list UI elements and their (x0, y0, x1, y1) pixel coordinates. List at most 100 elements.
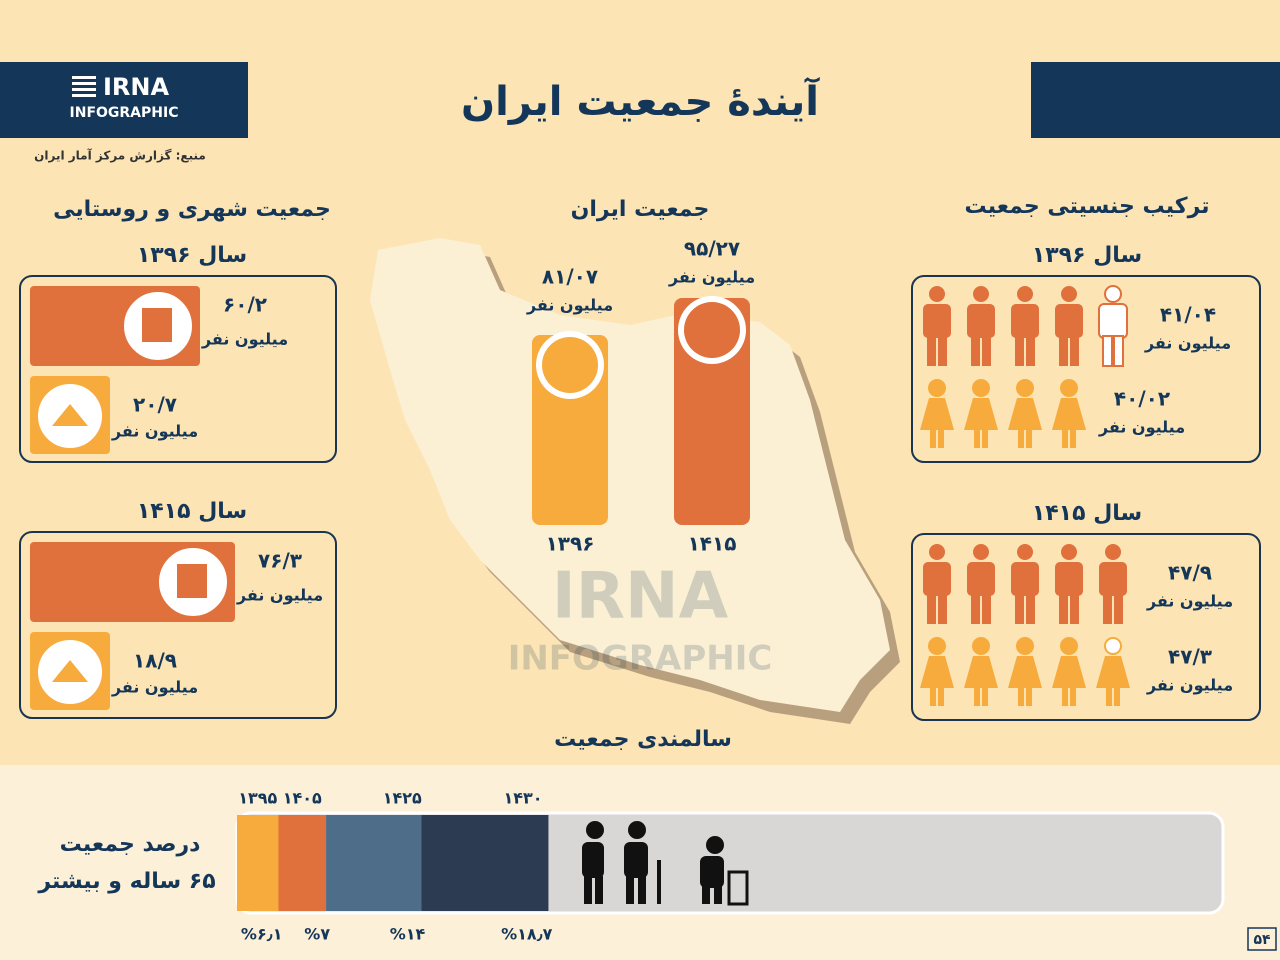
logo-bars (72, 76, 96, 97)
people-icon (542, 337, 598, 393)
box (19, 531, 337, 719)
icon-head (1061, 286, 1077, 302)
year-label: ۱۴۳۰ (503, 789, 542, 808)
female-icon (1052, 637, 1086, 706)
male-icon (1098, 285, 1128, 367)
icon-leg (1026, 594, 1035, 624)
icon-head (928, 379, 946, 397)
icon-leg (1018, 688, 1024, 706)
icon-leg (1026, 336, 1035, 366)
icon-head (972, 379, 990, 397)
icon-leg (930, 430, 936, 448)
value-label: %۱۸٫۷ (501, 925, 553, 944)
male-icon (1055, 544, 1083, 624)
value-label: %۶٫۱ (241, 925, 283, 944)
icon-head (973, 286, 989, 302)
icon-dress (1052, 398, 1086, 430)
axis-label: ۶۵ ساله و بیشتر (37, 869, 215, 894)
icon-dress (964, 656, 998, 688)
icon-leg (938, 594, 947, 624)
icon-leg (1070, 688, 1076, 706)
axis-label: درصد جمعیت (60, 832, 201, 857)
icon-head (1060, 379, 1078, 397)
icon-leg (927, 336, 936, 366)
unit: میلیون نفر (236, 586, 323, 605)
male-icon (967, 286, 995, 366)
icon-head (929, 544, 945, 560)
male-value: ۴۱/۰۴ (1160, 303, 1216, 327)
female-icon (1096, 637, 1130, 706)
female-icon (920, 379, 954, 448)
icon-leg (1062, 688, 1068, 706)
icon-leg (982, 688, 988, 706)
icon-head (1060, 637, 1078, 655)
aging-segment (237, 815, 279, 911)
icon-head (1017, 286, 1033, 302)
elderly-icons (582, 821, 749, 906)
unit: میلیون نفر (668, 268, 755, 287)
year-label: ۱۴۰۵ (283, 789, 322, 808)
year-label: سال ۱۳۹۶ (137, 243, 247, 268)
icon-body (1055, 562, 1083, 596)
icon-dress (1052, 656, 1086, 688)
watermark-top: IRNA (552, 560, 729, 634)
year-label: ۱۳۹۵ (238, 789, 277, 808)
icon-head (973, 544, 989, 560)
unit: میلیون نفر (1098, 418, 1185, 437)
value-label: %۷ (304, 925, 330, 944)
logo-top: IRNA (103, 73, 169, 101)
female-icon (964, 379, 998, 448)
icon-body (967, 304, 995, 338)
icon-body (1098, 303, 1128, 339)
watermark-bottom: INFOGRAPHIC (508, 639, 773, 679)
icon-leg (1059, 336, 1068, 366)
female-icon (1008, 379, 1042, 448)
unit: میلیون نفر (526, 296, 613, 315)
icon-leg (927, 594, 936, 624)
section-title: جمعیت ایران (571, 197, 710, 222)
male-icon (1099, 544, 1127, 624)
aging-segment (421, 815, 549, 911)
icon-leg (938, 688, 944, 706)
icon-leg (971, 594, 980, 624)
urban-value: ۶۰/۲ (223, 293, 267, 317)
icon-leg (1070, 430, 1076, 448)
icon-body (1099, 562, 1127, 596)
icon-dress (920, 656, 954, 688)
icon-head (1105, 544, 1121, 560)
icon-head (1016, 637, 1034, 655)
city-icon-building (142, 308, 172, 342)
icon-leg (1114, 688, 1120, 706)
section-title: سالمندی جمعیت (554, 727, 732, 752)
unit: میلیون نفر (111, 678, 198, 697)
male-icon (1011, 544, 1039, 624)
section-title: جمعیت شهری و روستایی (53, 197, 331, 222)
village-icon-house (52, 404, 88, 426)
male-icon (967, 544, 995, 624)
header-box (1031, 62, 1280, 138)
icon-head (1017, 544, 1033, 560)
female-icon (1008, 637, 1042, 706)
rural-value: ۲۰/۷ (133, 393, 177, 417)
people-icon (684, 302, 740, 358)
logo-bottom: INFOGRAPHIC (70, 105, 179, 121)
icon-leg (982, 336, 991, 366)
icon-leg (1114, 594, 1123, 624)
icon-head (1104, 637, 1122, 655)
urban-value: ۷۶/۳ (258, 549, 302, 573)
female-icon (920, 637, 954, 706)
box (911, 275, 1261, 463)
aging-segment (326, 815, 422, 911)
icon-leg (982, 594, 991, 624)
female-icon (964, 637, 998, 706)
icon-head (1061, 544, 1077, 560)
unit: میلیون نفر (111, 422, 198, 441)
unit: میلیون نفر (1144, 334, 1231, 353)
icon-leg (1018, 430, 1024, 448)
icon-head (928, 637, 946, 655)
icon-leg (938, 336, 947, 366)
female-icon (1052, 379, 1086, 448)
icon-body (1011, 562, 1039, 596)
population-value: ۹۵/۲۷ (684, 237, 740, 261)
